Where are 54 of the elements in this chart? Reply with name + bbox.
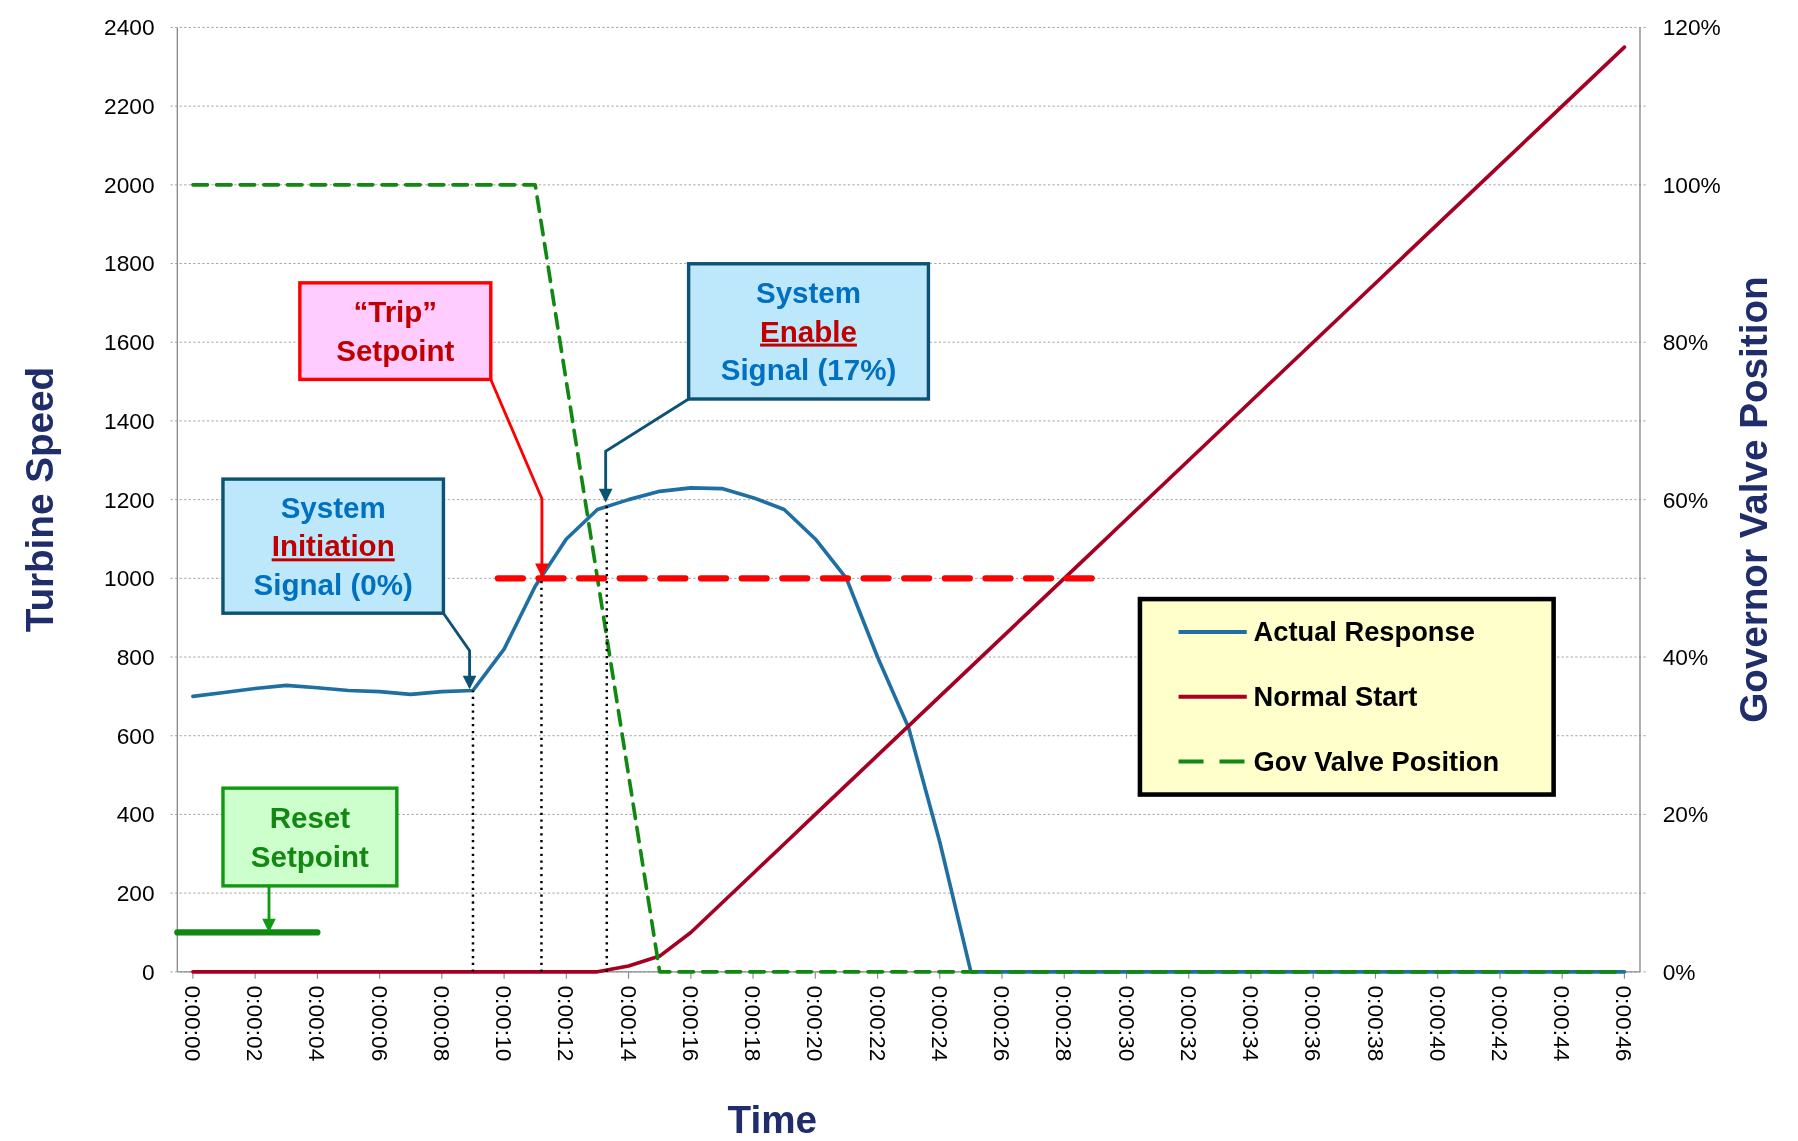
- y-tick-label: 1600: [104, 329, 155, 356]
- x-tick-label: 0:00:16: [677, 985, 704, 1062]
- y-tick-label: 1800: [104, 250, 155, 277]
- x-axis-title: Time: [727, 1098, 818, 1141]
- annotation: System Initiation Signal (0%): [253, 490, 413, 602]
- legend-label: Gov Valve Position: [1253, 745, 1500, 777]
- y-tick-label: 800: [116, 643, 155, 670]
- y2-tick-label: 100%: [1662, 171, 1721, 198]
- x-tick-label: 0:00:28: [1051, 985, 1078, 1062]
- x-tick-label: 0:00:38: [1362, 985, 1389, 1062]
- x-tick-label: 0:00:34: [1238, 985, 1265, 1062]
- x-tick-label: 0:00:12: [553, 985, 580, 1062]
- y-tick-label: 600: [116, 722, 155, 749]
- x-tick-label: 0:00:18: [740, 985, 767, 1062]
- x-tick-label: 0:00:32: [1175, 985, 1202, 1062]
- x-tick-label: 0:00:06: [366, 985, 393, 1062]
- y2-tick-label: 0%: [1662, 958, 1696, 985]
- y-tick-label: 1000: [104, 565, 155, 592]
- y2-tick-label: 120%: [1662, 14, 1721, 41]
- y-tick-label: 1400: [104, 407, 155, 434]
- x-tick-label: 0:00:46: [1611, 985, 1638, 1062]
- y-tick-label: 400: [116, 801, 155, 828]
- y-tick-label: 2200: [104, 93, 155, 120]
- x-tick-label: 0:00:00: [179, 985, 206, 1062]
- x-tick-label: 0:00:24: [926, 985, 953, 1062]
- x-tick-label: 0:00:40: [1424, 985, 1451, 1062]
- x-tick-label: 0:00:02: [242, 985, 269, 1062]
- x-tick-label: 0:00:44: [1549, 985, 1576, 1062]
- x-tick-label: 0:00:20: [802, 985, 829, 1062]
- annotation: Reset Setpoint: [250, 800, 370, 873]
- y-tick-label: 200: [116, 880, 155, 907]
- y-tick-label: 2400: [104, 14, 155, 41]
- y-tick-label: 2000: [104, 171, 155, 198]
- y2-tick-label: 80%: [1662, 329, 1709, 356]
- y-tick-label: 1200: [104, 486, 155, 513]
- legend-label: Normal Start: [1253, 680, 1418, 712]
- y-axis-title: Turbine Speed: [18, 366, 62, 633]
- x-tick-label: 0:00:04: [304, 985, 331, 1062]
- x-tick-label: 0:00:30: [1113, 985, 1140, 1062]
- x-tick-label: 0:00:42: [1486, 985, 1513, 1062]
- x-tick-label: 0:00:10: [491, 985, 518, 1062]
- y2-tick-label: 60%: [1662, 486, 1709, 513]
- annotation: System Enable Signal (17%): [720, 275, 897, 387]
- x-tick-label: 0:00:14: [615, 985, 642, 1062]
- x-tick-label: 0:00:22: [864, 985, 891, 1062]
- y-tick-label: 0: [141, 958, 155, 985]
- annotation: “Trip” Setpoint: [336, 295, 455, 367]
- x-tick-label: 0:00:08: [428, 985, 455, 1062]
- x-tick-label: 0:00:36: [1300, 985, 1327, 1062]
- legend-label: Actual Response: [1253, 616, 1475, 648]
- y2-tick-label: 40%: [1662, 643, 1709, 670]
- y2-tick-label: 20%: [1662, 801, 1709, 828]
- y2-axis-title: Governor Valve Position: [1732, 276, 1776, 723]
- x-tick-label: 0:00:26: [989, 985, 1016, 1062]
